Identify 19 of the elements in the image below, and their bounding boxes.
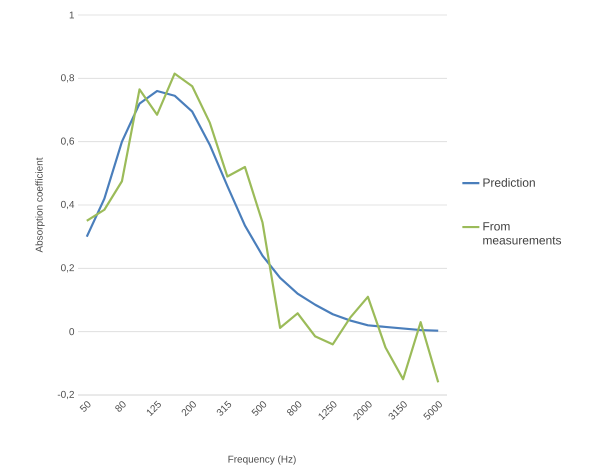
x-tick-label: 50 [80, 401, 90, 412]
y-tick-label: 0,6 [61, 138, 74, 146]
legend-label: Prediction [483, 178, 535, 187]
y-tick-label: 0,4 [61, 200, 74, 210]
y-tick-label: 0,8 [61, 74, 74, 82]
x-tick-label: 80 [115, 401, 126, 412]
x-tick-label: 125 [146, 400, 161, 416]
x-tick-label: 800 [287, 401, 302, 416]
legend-label: From measurements [483, 222, 562, 244]
y-axis-title: Absorption coefficient [35, 158, 45, 253]
x-axis-title: Frequency (Hz) [228, 455, 296, 465]
line-series [86, 72, 440, 384]
x-tick-label: 200 [182, 401, 196, 416]
y-tick-label: -0,2 [58, 390, 74, 400]
y-tick-label: 0 [69, 328, 74, 336]
x-tick-label: 315 [216, 400, 232, 416]
y-tick-label: 1 [70, 12, 74, 18]
x-tick-label: 500 [251, 401, 266, 416]
y-tick-label: 0,2 [61, 264, 74, 272]
